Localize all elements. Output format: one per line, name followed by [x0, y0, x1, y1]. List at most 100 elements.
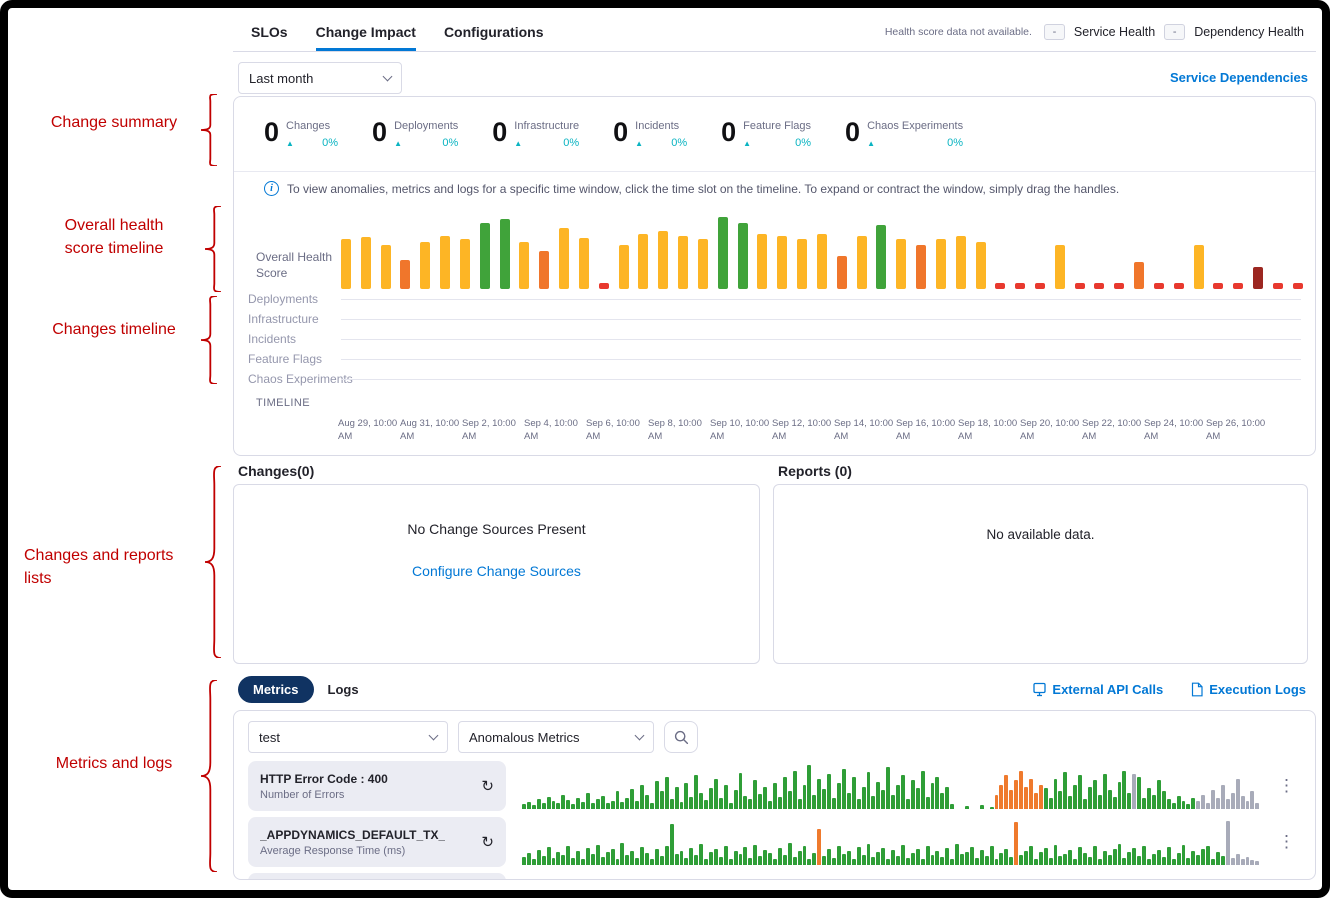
execution-logs-link[interactable]: Execution Logs: [1191, 682, 1306, 697]
health-score-bar[interactable]: [341, 239, 351, 289]
sparkline-bar: [1225, 821, 1230, 865]
health-score-bar[interactable]: [420, 242, 431, 289]
health-score-bar[interactable]: [876, 225, 887, 289]
sparkline-bar: [635, 858, 640, 865]
metric-info-panel[interactable]: HTTP Error Code : 400 Number of Errors ↻: [248, 761, 506, 811]
health-score-bar[interactable]: [539, 251, 550, 289]
health-score-bar[interactable]: [1094, 283, 1105, 289]
metric-row-http-error-code-400[interactable]: HTTP Error Code : 400 Number of Errors ↻…: [248, 761, 1301, 811]
service-dependencies-link[interactable]: Service Dependencies: [1169, 70, 1308, 85]
health-score-bar[interactable]: [777, 236, 788, 289]
health-score-bar[interactable]: [1292, 283, 1303, 289]
health-score-bar[interactable]: [1173, 283, 1184, 289]
health-score-bar[interactable]: [995, 283, 1006, 289]
health-score-bar[interactable]: [1034, 283, 1045, 289]
sparkline-bar: [1240, 796, 1245, 809]
health-score-bar[interactable]: [499, 219, 510, 289]
external-api-calls-link[interactable]: External API Calls: [1033, 682, 1163, 697]
search-button[interactable]: [664, 721, 698, 753]
health-score-bar[interactable]: [658, 231, 669, 289]
health-score-bar[interactable]: [678, 236, 689, 289]
health-score-bar[interactable]: [519, 242, 530, 289]
sparkline-bar: [640, 847, 645, 865]
sparkline-bar: [561, 795, 566, 809]
health-score-bar[interactable]: [697, 239, 708, 289]
sparkline-bar: [718, 857, 723, 865]
sparkline-bar: [536, 850, 541, 865]
refresh-icon[interactable]: ↻: [481, 834, 494, 851]
health-score-bar[interactable]: [1272, 283, 1283, 289]
health-score-bar[interactable]: [1015, 283, 1026, 289]
health-score-bar[interactable]: [916, 245, 927, 289]
tab-slos[interactable]: SLOs: [251, 23, 288, 40]
health-score-bar[interactable]: [440, 236, 451, 289]
health-score-bar[interactable]: [737, 223, 748, 289]
sparkline-bar: [1152, 854, 1156, 865]
metric-title: _APPDYNAMICS_DEFAULT_TX_: [260, 827, 446, 842]
refresh-icon[interactable]: ↻: [481, 778, 494, 795]
health-score-bar[interactable]: [559, 228, 570, 289]
sparkline-bar: [522, 804, 526, 809]
health-score-bar[interactable]: [896, 239, 907, 289]
sparkline-bar: [1142, 846, 1147, 865]
sparkline-bar: [1088, 787, 1092, 809]
timeline-row-label: Feature Flags: [248, 352, 323, 366]
metric-filter-select[interactable]: Anomalous Metrics: [458, 721, 654, 753]
timeline-row-line: [341, 298, 1301, 300]
sparkline-bar: [615, 859, 620, 865]
health-score-bar[interactable]: [856, 236, 867, 289]
kebab-menu-icon[interactable]: ⋮: [1278, 776, 1295, 795]
health-score-bar[interactable]: [975, 242, 986, 289]
health-score-bar[interactable]: [1074, 283, 1085, 289]
health-score-bar[interactable]: [1193, 245, 1204, 289]
configure-change-sources-link[interactable]: Configure Change Sources: [412, 563, 581, 579]
metric-info-panel[interactable]: _APPDYNAMICS_DEFAULT_TX_ Average Respons…: [248, 817, 506, 867]
timeline-info-row: i To view anomalies, metrics and logs fo…: [264, 181, 1295, 196]
health-score-bar[interactable]: [618, 245, 629, 289]
health-score-bar[interactable]: [1253, 267, 1264, 289]
sparkline-bar: [1196, 801, 1201, 809]
sparkline-bar: [955, 844, 960, 865]
sparkline-bar: [709, 788, 713, 809]
health-score-bar[interactable]: [598, 283, 609, 289]
sparkline-bar: [743, 796, 748, 809]
health-score-bar[interactable]: [360, 237, 371, 289]
service-select[interactable]: test: [248, 721, 448, 753]
health-score-bar[interactable]: [479, 223, 490, 289]
health-score-bar[interactable]: [797, 239, 808, 289]
sparkline-bar: [733, 790, 738, 809]
health-score-bar[interactable]: [578, 238, 589, 289]
health-score-bar[interactable]: [935, 239, 946, 289]
health-score-bar[interactable]: [1213, 283, 1224, 289]
health-score-bar[interactable]: [816, 234, 827, 289]
sparkline-bar: [782, 855, 787, 865]
health-score-bar[interactable]: [459, 239, 470, 289]
sparkline-bar: [674, 787, 679, 809]
health-score-bar[interactable]: [380, 245, 391, 289]
tab-configurations[interactable]: Configurations: [443, 23, 544, 40]
toggle-logs[interactable]: Logs: [327, 682, 359, 697]
sparkline-bar: [807, 859, 812, 865]
sparkline-bar: [861, 787, 866, 809]
health-score-bar[interactable]: [1134, 262, 1145, 289]
health-score-bar[interactable]: [638, 234, 649, 289]
health-score-bar[interactable]: [1114, 283, 1125, 289]
health-score-bar[interactable]: [1153, 283, 1164, 289]
metric-row-appdynamics-default-tx[interactable]: _APPDYNAMICS_DEFAULT_TX_ Average Respons…: [248, 817, 1301, 867]
chevron-down-icon: [634, 730, 645, 741]
health-score-bar[interactable]: [717, 217, 728, 289]
health-score-bar[interactable]: [955, 236, 966, 289]
time-range-select[interactable]: Last month: [238, 62, 402, 94]
sparkline-bar: [777, 848, 782, 865]
health-score-bar[interactable]: [400, 260, 411, 289]
sparkline-bar: [1132, 774, 1137, 809]
health-score-bar[interactable]: [757, 234, 768, 289]
health-score-bar[interactable]: [1233, 283, 1244, 289]
toggle-metrics[interactable]: Metrics: [238, 676, 314, 703]
kebab-menu-icon[interactable]: ⋮: [1278, 832, 1295, 851]
tabs-bar: SLOs Change Impact Configurations Health…: [233, 12, 1316, 52]
tab-change-impact[interactable]: Change Impact: [316, 12, 416, 51]
sparkline-bar: [940, 793, 945, 809]
health-score-bar[interactable]: [836, 256, 847, 289]
health-score-bar[interactable]: [1054, 245, 1065, 289]
